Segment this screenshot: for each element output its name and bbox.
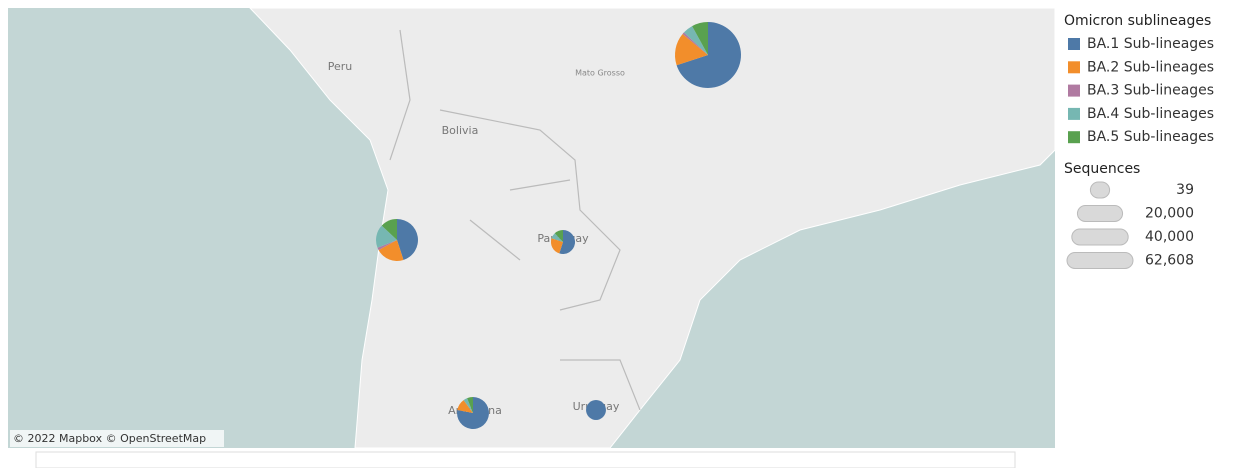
size-swatch (1066, 252, 1134, 269)
size-legend-title: Sequences (1064, 161, 1140, 177)
pie-slice (378, 240, 404, 261)
legend-label: BA.3 Sub-lineages (1087, 83, 1214, 99)
place-label: Bolivia (442, 124, 479, 137)
pie-slice (457, 397, 489, 429)
pie-slice (551, 233, 563, 242)
legend-swatch (1068, 38, 1080, 50)
legend-label: BA.5 Sub-lineages (1087, 129, 1214, 145)
pie-slice (457, 400, 473, 413)
bottom-bar (35, 451, 1016, 469)
pie-slice (377, 240, 397, 251)
pie-slice (675, 33, 708, 66)
pie-slice (559, 229, 576, 255)
credit: © 2022 Mapbox © OpenStreetMap (13, 432, 206, 445)
legend-label: BA.4 Sub-lineages (1087, 106, 1214, 122)
pie-slice (397, 219, 418, 260)
pie-slice (676, 22, 741, 88)
pie-slice (376, 225, 397, 248)
pie-slice (381, 219, 397, 240)
pie-slice (692, 22, 708, 55)
pie-slice (554, 229, 563, 242)
legend-title: Omicron sublineages (1064, 13, 1211, 29)
size-label: 20,000 (1145, 206, 1194, 222)
legend-label: BA.1 Sub-lineages (1087, 36, 1214, 52)
legend-swatch (1068, 61, 1080, 74)
size-swatch (1089, 181, 1111, 199)
size-label: 62,608 (1145, 253, 1194, 269)
pie-slice (586, 400, 606, 420)
pie-slice (463, 398, 473, 413)
credit-bg (10, 430, 224, 447)
place-label: Mato Grosso (575, 69, 625, 78)
borders (389, 29, 641, 411)
legend-swatch (1068, 107, 1080, 120)
pie-slice (682, 32, 708, 55)
legend-label: BA.2 Sub-lineages (1087, 59, 1214, 75)
pie-slice (467, 397, 473, 413)
place-label: Peru (328, 60, 353, 73)
pie-slice (550, 238, 563, 254)
size-label: 40,000 (1145, 229, 1194, 245)
size-swatch (1071, 228, 1129, 246)
pie-slice (683, 26, 708, 55)
size-swatch (1076, 205, 1124, 222)
size-label: 39 (1176, 182, 1194, 198)
legend-swatch (1068, 84, 1080, 97)
legend-swatch (1068, 131, 1080, 144)
